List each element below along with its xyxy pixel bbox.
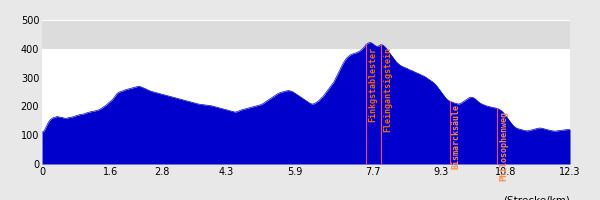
Text: Finkgstablester: Finkgstablester [368, 47, 377, 122]
Text: (Strecke/km): (Strecke/km) [503, 196, 570, 200]
Text: Fleingantsigstein: Fleingantsigstein [383, 47, 392, 132]
Text: Philosophenweg: Philosophenweg [499, 111, 508, 181]
Text: Bismarcksäule: Bismarcksäule [452, 104, 461, 169]
Bar [42, 20, 570, 49]
